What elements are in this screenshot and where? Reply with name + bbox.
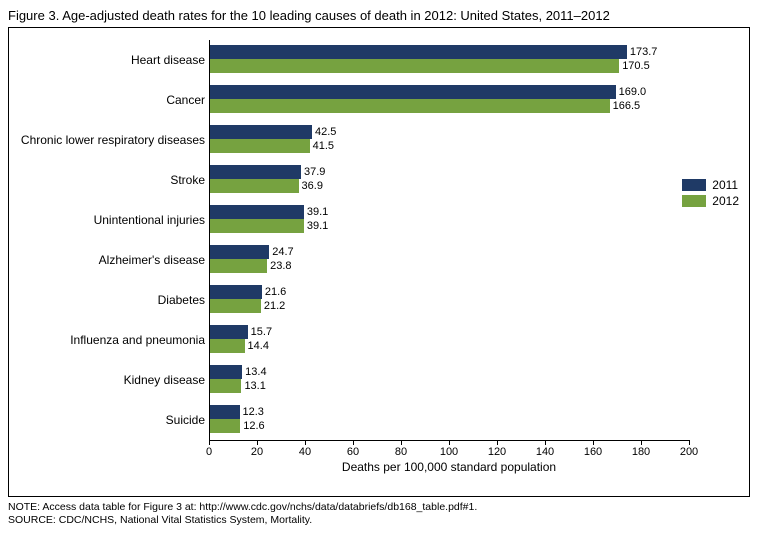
- legend-item-2011: 2011: [682, 178, 739, 192]
- x-tick-label: 180: [632, 446, 650, 458]
- bar-2011: [210, 325, 248, 339]
- category-label: Influenza and pneumonia: [9, 320, 205, 360]
- bar-value-label: 13.1: [244, 379, 265, 393]
- figure-notes: NOTE: Access data table for Figure 3 at:…: [8, 501, 752, 527]
- bar-2011: [210, 45, 627, 59]
- x-axis-title: Deaths per 100,000 standard population: [209, 460, 689, 474]
- x-tick-label: 40: [299, 446, 311, 458]
- bar-2011: [210, 405, 240, 419]
- bar-value-label: 15.7: [251, 325, 272, 339]
- x-tick: [689, 440, 690, 445]
- bar-group: 24.723.8: [210, 240, 690, 280]
- bar-group: 39.139.1: [210, 200, 690, 240]
- category-label: Unintentional injuries: [9, 200, 205, 240]
- bar-value-label: 39.1: [307, 219, 328, 233]
- x-tick: [209, 440, 210, 445]
- category-label: Suicide: [9, 400, 205, 440]
- bar-2011: [210, 165, 301, 179]
- legend-label: 2011: [712, 178, 738, 192]
- bar-2012: [210, 59, 619, 73]
- legend-label: 2012: [712, 194, 739, 208]
- category-label: Kidney disease: [9, 360, 205, 400]
- plot-area: 173.7170.5169.0166.542.541.537.936.939.1…: [209, 40, 689, 460]
- x-tick-label: 140: [536, 446, 554, 458]
- bar-value-label: 169.0: [619, 85, 647, 99]
- legend-swatch-icon: [682, 179, 706, 191]
- bar-2012: [210, 179, 299, 193]
- bar-value-label: 14.4: [248, 339, 269, 353]
- bar-group: 12.312.6: [210, 400, 690, 440]
- x-tick: [305, 440, 306, 445]
- category-label: Chronic lower respiratory diseases: [9, 120, 205, 160]
- x-tick: [257, 440, 258, 445]
- legend: 2011 2012: [682, 178, 739, 210]
- bar-2011: [210, 245, 269, 259]
- x-tick-label: 80: [395, 446, 407, 458]
- bar-2012: [210, 139, 310, 153]
- x-tick: [449, 440, 450, 445]
- x-tick-label: 20: [251, 446, 263, 458]
- bar-2012: [210, 419, 240, 433]
- x-tick-label: 0: [206, 446, 212, 458]
- x-tick-label: 100: [440, 446, 458, 458]
- bar-group: 37.936.9: [210, 160, 690, 200]
- bar-2011: [210, 205, 304, 219]
- bar-group: 13.413.1: [210, 360, 690, 400]
- x-tick-label: 120: [488, 446, 506, 458]
- bar-group: 169.0166.5: [210, 80, 690, 120]
- bar-value-label: 21.6: [265, 285, 286, 299]
- bar-value-label: 36.9: [302, 179, 323, 193]
- category-label: Cancer: [9, 80, 205, 120]
- bar-2011: [210, 85, 616, 99]
- bar-2012: [210, 339, 245, 353]
- bar-group: 173.7170.5: [210, 40, 690, 80]
- x-tick: [353, 440, 354, 445]
- category-label: Alzheimer's disease: [9, 240, 205, 280]
- legend-swatch-icon: [682, 195, 706, 207]
- category-label: Heart disease: [9, 40, 205, 80]
- bar-value-label: 13.4: [245, 365, 266, 379]
- bar-2012: [210, 379, 241, 393]
- bar-group: 42.541.5: [210, 120, 690, 160]
- category-label: Stroke: [9, 160, 205, 200]
- bar-2012: [210, 219, 304, 233]
- bar-value-label: 12.6: [243, 419, 264, 433]
- x-tick-label: 200: [680, 446, 698, 458]
- bars-region: 173.7170.5169.0166.542.541.537.936.939.1…: [209, 40, 690, 441]
- legend-item-2012: 2012: [682, 194, 739, 208]
- x-tick: [545, 440, 546, 445]
- x-tick: [497, 440, 498, 445]
- bar-value-label: 23.8: [270, 259, 291, 273]
- bar-value-label: 12.3: [243, 405, 264, 419]
- bar-value-label: 42.5: [315, 125, 336, 139]
- bar-value-label: 37.9: [304, 165, 325, 179]
- x-tick-label: 160: [584, 446, 602, 458]
- bar-2011: [210, 125, 312, 139]
- bar-value-label: 170.5: [622, 59, 650, 73]
- bar-value-label: 24.7: [272, 245, 293, 259]
- bar-2011: [210, 285, 262, 299]
- bar-2011: [210, 365, 242, 379]
- chart-frame: Heart diseaseCancerChronic lower respira…: [8, 27, 750, 497]
- bar-group: 15.714.4: [210, 320, 690, 360]
- bar-2012: [210, 299, 261, 313]
- x-tick-label: 60: [347, 446, 359, 458]
- bar-value-label: 173.7: [630, 45, 658, 59]
- bar-value-label: 39.1: [307, 205, 328, 219]
- bar-value-label: 41.5: [313, 139, 334, 153]
- figure-container: Figure 3. Age-adjusted death rates for t…: [8, 8, 752, 527]
- bar-group: 21.621.2: [210, 280, 690, 320]
- figure-title: Figure 3. Age-adjusted death rates for t…: [8, 8, 752, 23]
- x-tick: [641, 440, 642, 445]
- bar-value-label: 21.2: [264, 299, 285, 313]
- category-label: Diabetes: [9, 280, 205, 320]
- x-tick: [401, 440, 402, 445]
- note-line: NOTE: Access data table for Figure 3 at:…: [8, 501, 752, 514]
- source-line: SOURCE: CDC/NCHS, National Vital Statist…: [8, 514, 752, 527]
- x-tick: [593, 440, 594, 445]
- bar-2012: [210, 99, 610, 113]
- bar-value-label: 166.5: [613, 99, 641, 113]
- bar-2012: [210, 259, 267, 273]
